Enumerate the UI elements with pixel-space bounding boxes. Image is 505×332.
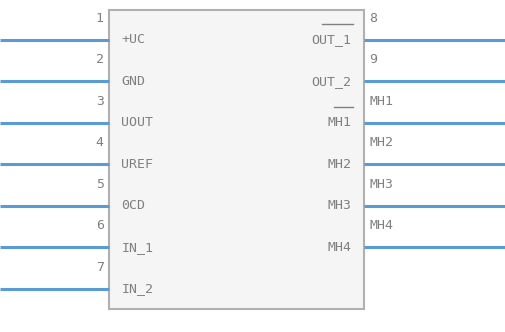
Text: OUT_2: OUT_2 <box>311 75 351 88</box>
Text: MH2: MH2 <box>369 136 392 149</box>
Text: 0CD: 0CD <box>121 199 145 212</box>
Bar <box>109 10 364 309</box>
Text: MH3: MH3 <box>327 199 351 212</box>
Text: MH2: MH2 <box>327 158 351 171</box>
Text: MH1: MH1 <box>369 95 392 108</box>
Text: 1: 1 <box>95 12 104 25</box>
Text: 8: 8 <box>369 12 377 25</box>
Text: 2: 2 <box>95 53 104 66</box>
Text: 6: 6 <box>95 219 104 232</box>
Text: 5: 5 <box>95 178 104 191</box>
Text: IN_2: IN_2 <box>121 282 153 295</box>
Text: MH4: MH4 <box>369 219 392 232</box>
Text: UOUT: UOUT <box>121 116 153 129</box>
Text: GND: GND <box>121 75 145 88</box>
Text: 9: 9 <box>369 53 377 66</box>
Text: IN_1: IN_1 <box>121 241 153 254</box>
Text: OUT_1: OUT_1 <box>311 33 351 46</box>
Text: 7: 7 <box>95 261 104 274</box>
Text: MH4: MH4 <box>327 241 351 254</box>
Text: UREF: UREF <box>121 158 153 171</box>
Text: 3: 3 <box>95 95 104 108</box>
Text: 4: 4 <box>95 136 104 149</box>
Text: +UC: +UC <box>121 33 145 46</box>
Text: MH3: MH3 <box>369 178 392 191</box>
Text: MH1: MH1 <box>327 116 351 129</box>
